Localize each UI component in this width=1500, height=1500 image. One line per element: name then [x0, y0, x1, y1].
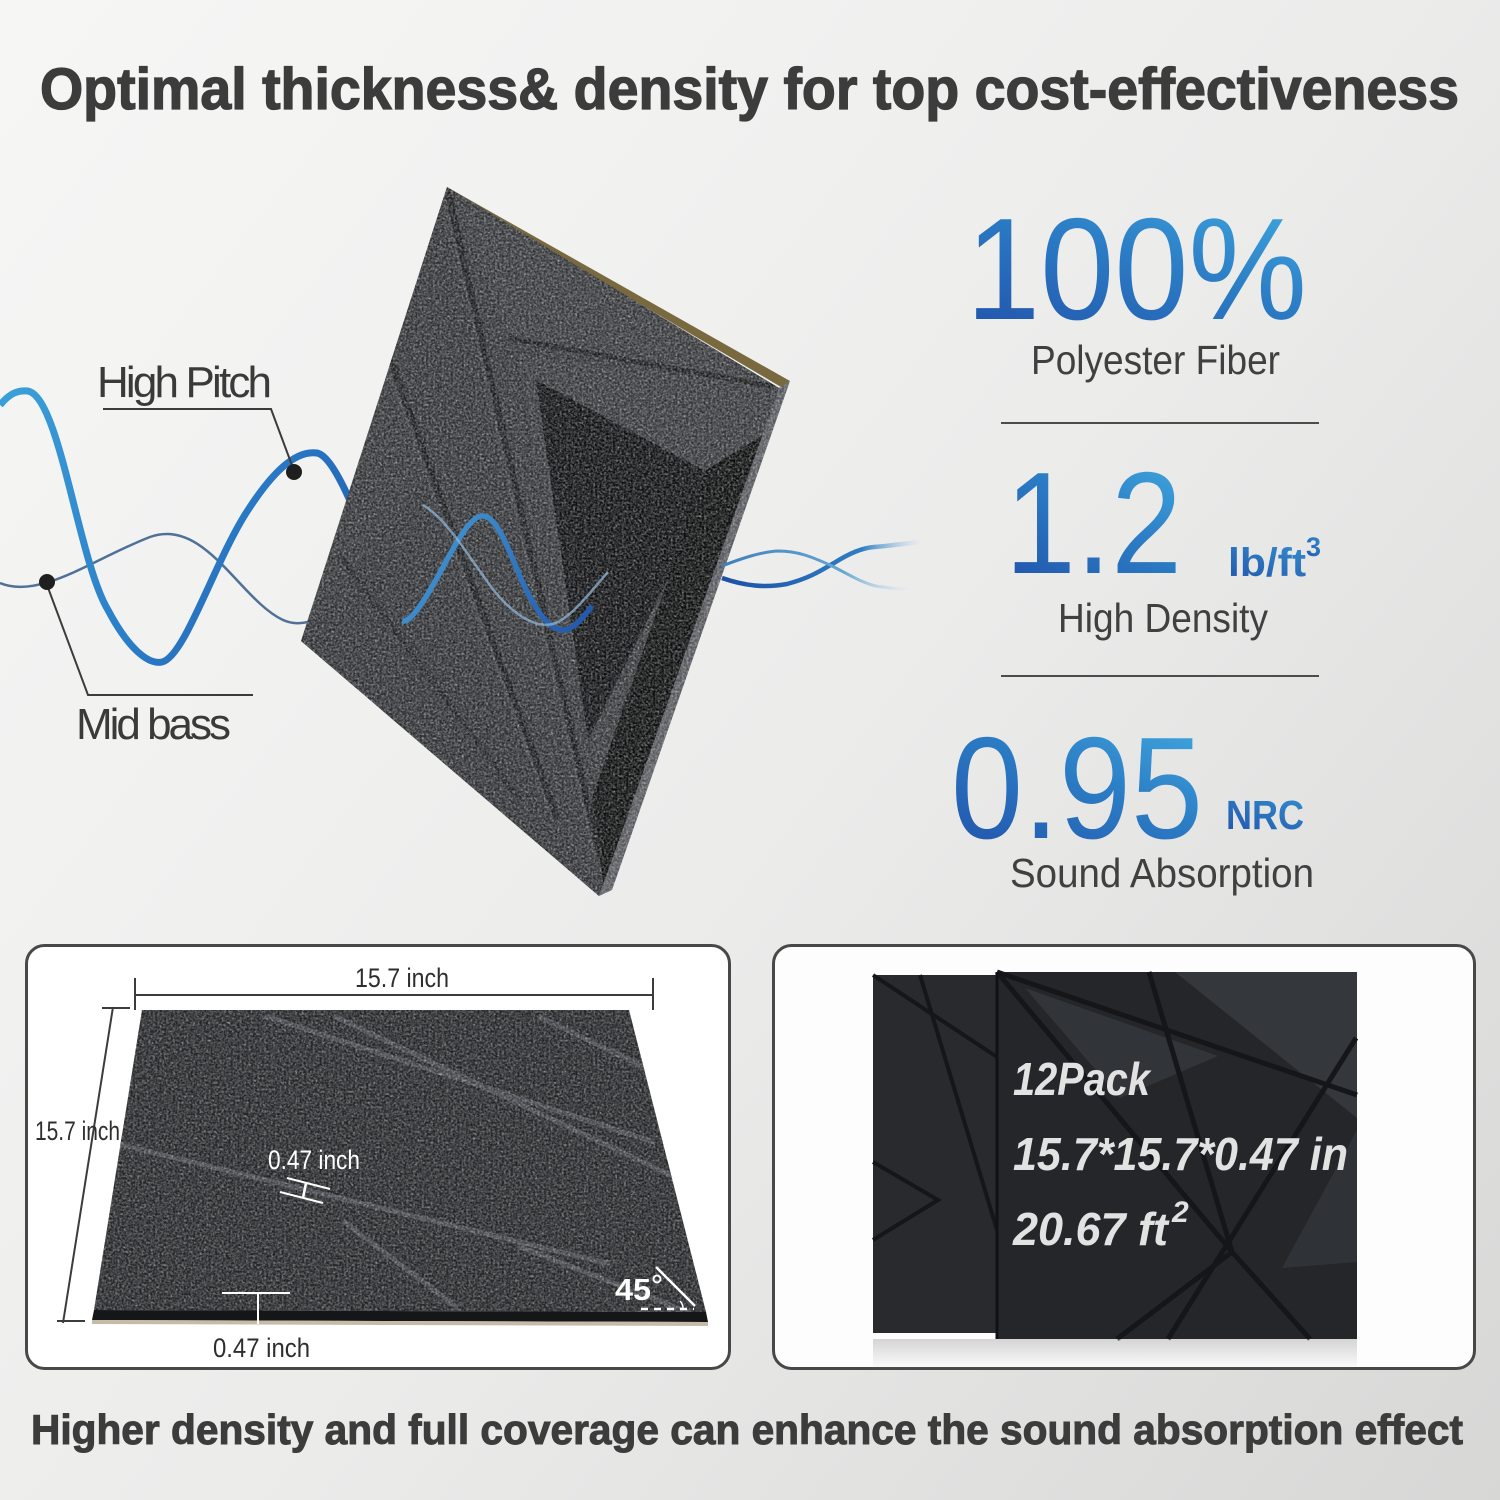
svg-text:100%: 100% — [966, 188, 1307, 350]
svg-text:Sound Absorption: Sound Absorption — [1010, 850, 1314, 896]
svg-text:1.2: 1.2 — [1005, 442, 1182, 604]
svg-text:NRC: NRC — [1226, 792, 1304, 838]
svg-text:0.95: 0.95 — [951, 707, 1203, 869]
svg-text:15.7*15.7*0.47 in: 15.7*15.7*0.47 in — [1013, 1128, 1348, 1180]
svg-text:lb/ft: lb/ft — [1228, 541, 1306, 585]
svg-text:Optimal thickness& density for: Optimal thickness& density for top cost-… — [40, 57, 1459, 122]
svg-text:Mid bass: Mid bass — [76, 700, 231, 749]
svg-text:3: 3 — [1306, 532, 1321, 562]
svg-text:0.47 inch: 0.47 inch — [268, 1145, 360, 1175]
svg-text:20.67 ft: 20.67 ft — [1012, 1203, 1170, 1255]
svg-text:2: 2 — [1171, 1196, 1189, 1229]
svg-text:0.47 inch: 0.47 inch — [213, 1333, 310, 1363]
svg-text:High Pitch: High Pitch — [97, 358, 272, 407]
svg-text:12Pack: 12Pack — [1013, 1053, 1152, 1105]
svg-text:Higher density and full covera: Higher density and full coverage can enh… — [31, 1406, 1463, 1453]
svg-text:15.7 inch: 15.7 inch — [355, 963, 449, 993]
svg-text:15.7 inch: 15.7 inch — [35, 1116, 120, 1146]
svg-text:Polyester Fiber: Polyester Fiber — [1031, 337, 1280, 383]
svg-text:45: 45 — [615, 1272, 651, 1307]
svg-text:High Density: High Density — [1058, 595, 1268, 641]
